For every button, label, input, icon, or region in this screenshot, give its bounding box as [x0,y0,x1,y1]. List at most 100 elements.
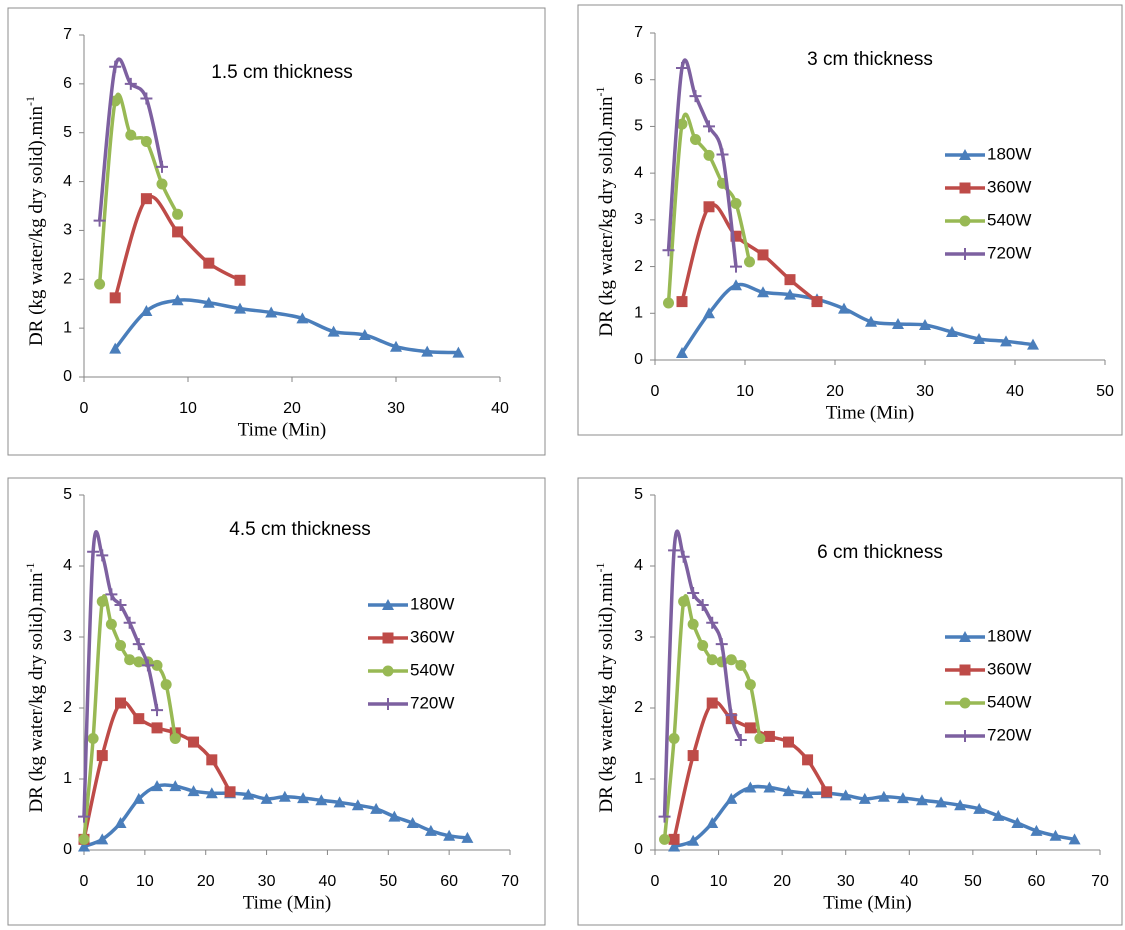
marker [730,198,742,210]
marker [115,697,127,709]
marker [959,248,971,260]
y-tick-label: 5 [634,118,643,135]
marker [382,632,394,644]
y-tick-label: 1 [63,319,72,336]
marker [172,226,184,238]
series-line [666,58,738,267]
legend-label: 360W [987,659,1031,678]
x-tick-label: 70 [501,873,519,890]
marker [782,785,795,797]
marker [234,302,246,314]
marker [140,92,153,105]
y-axis-label-main: DR (kg water/kg dry solid).min [596,572,617,813]
marker [78,833,90,845]
y-axis-label-main: DR (kg water/kg dry solid).min [26,105,47,346]
marker [206,754,218,766]
marker [242,788,255,800]
legend-label: 720W [987,725,1031,744]
marker [114,817,127,829]
marker [706,654,718,666]
marker [151,704,164,717]
y-tick-label: 0 [63,368,72,385]
marker [87,733,99,745]
marker [696,599,709,612]
series-line [673,784,1075,849]
x-tick-label: 30 [837,873,855,890]
marker [676,62,688,75]
marker [725,654,737,666]
marker [703,307,715,319]
y-tick-label: 4 [634,164,643,181]
marker [954,799,967,811]
marker [839,789,852,801]
marker [171,294,184,306]
x-tick-label: 10 [179,400,197,417]
marker [896,792,909,804]
marker [973,802,986,814]
y-tick-label: 6 [634,71,643,88]
chart-title: 3 cm thickness [807,49,933,70]
marker [1011,817,1024,829]
series-line [97,92,180,285]
marker [172,208,184,220]
marker [725,792,738,804]
marker [133,713,145,725]
marker [382,599,394,610]
marker [234,274,246,286]
y-tick-label: 2 [63,271,72,288]
y-tick-label: 4 [634,557,643,574]
legend-label: 180W [987,144,1031,163]
marker [115,640,127,652]
y-axis-label: DR (kg water/kg dry solid).min-1 [593,562,618,812]
marker [382,698,394,710]
series-line [82,594,178,840]
x-tick-label: 20 [826,383,844,400]
marker [1068,833,1081,845]
marker [935,796,948,808]
marker [124,654,136,666]
y-axis-label: DR (kg water/kg dry solid).min-1 [23,96,48,346]
marker [151,722,163,734]
marker [461,831,474,843]
marker [452,346,465,358]
marker [187,785,200,797]
y-tick-label: 0 [634,841,643,858]
marker [1049,829,1062,841]
y-tick-label: 7 [63,26,72,43]
series-line [662,594,762,840]
marker [754,733,766,745]
marker [133,656,145,668]
y-tick-label: 1 [634,770,643,787]
marker [706,697,718,709]
x-tick-label: 20 [773,873,791,890]
marker [802,754,814,766]
y-tick-label: 0 [634,351,643,368]
y-tick-label: 3 [63,628,72,645]
legend-label: 180W [410,594,454,613]
chart-title: 4.5 cm thickness [229,519,371,540]
x-tick-label: 10 [736,383,754,400]
y-tick-label: 4 [63,173,72,190]
legend-label: 180W [987,626,1031,645]
marker [278,790,291,802]
marker [351,799,364,811]
x-tick-label: 40 [900,873,918,890]
marker [658,810,671,823]
marker [668,733,680,745]
marker [668,840,681,852]
y-tick-label: 3 [634,211,643,228]
marker [838,302,850,314]
x-axis-label: Time (Min) [238,419,327,440]
marker [260,792,273,804]
marker [424,824,437,836]
marker [659,833,671,845]
chart-title: 1.5 cm thickness [211,62,353,83]
marker [132,792,145,804]
marker [687,834,700,846]
marker [160,679,172,691]
marker [892,318,904,330]
panel-frame [7,7,546,456]
x-tick-label: 0 [80,400,89,417]
marker [678,596,690,607]
